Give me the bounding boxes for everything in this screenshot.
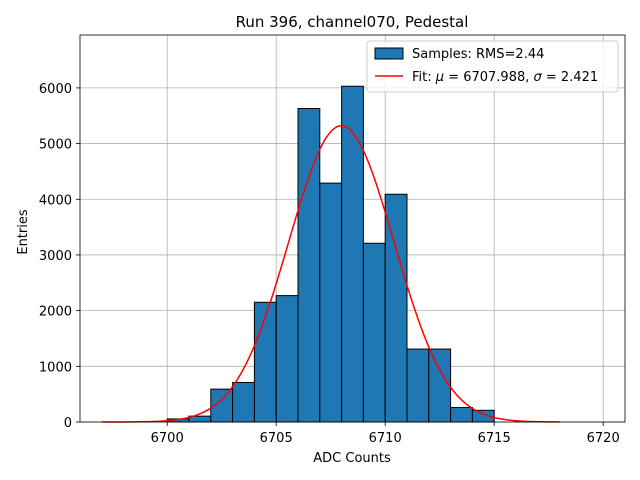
histogram-bar bbox=[450, 407, 473, 423]
legend-fit-label: Fit: μ = 6707.988, σ = 2.421 bbox=[412, 70, 598, 85]
histogram-bar bbox=[275, 295, 299, 423]
plot-frame bbox=[79, 34, 626, 423]
legend: Samples: RMS=2.44 Fit: μ = 6707.988, σ =… bbox=[366, 40, 619, 93]
y-axis-label: Entries bbox=[16, 209, 31, 255]
y-tick-label: 6000 bbox=[39, 82, 72, 97]
legend-samples-swatch bbox=[374, 47, 404, 60]
y-tick-label: 0 bbox=[64, 416, 72, 431]
y-tick-label: 4000 bbox=[39, 193, 72, 208]
histogram-bar bbox=[406, 348, 430, 423]
x-tick-label: 6710 bbox=[369, 431, 402, 446]
legend-samples-label: Samples: RMS=2.44 bbox=[412, 47, 544, 62]
histogram-bar bbox=[428, 348, 452, 423]
x-tick-label: 6705 bbox=[260, 431, 293, 446]
legend-box bbox=[366, 40, 619, 93]
histogram-bar bbox=[341, 85, 364, 423]
histogram-bar bbox=[319, 182, 343, 423]
x-tick-label: 6700 bbox=[151, 431, 184, 446]
gaussian-fit-curve bbox=[101, 125, 560, 423]
chart-title: Run 396, channel070, Pedestal bbox=[236, 13, 469, 31]
histogram-bar bbox=[362, 242, 386, 423]
x-axis-label: ADC Counts bbox=[313, 451, 391, 466]
x-tick-label: 6720 bbox=[587, 431, 620, 446]
y-tick-label: 2000 bbox=[39, 305, 72, 320]
x-tick-label: 6715 bbox=[478, 431, 511, 446]
histogram-bars bbox=[166, 85, 495, 423]
histogram-bar bbox=[232, 381, 255, 423]
y-tick-label: 5000 bbox=[39, 138, 72, 153]
x-axis-ticks: 6700 6705 6710 6715 6720 bbox=[151, 422, 620, 446]
y-axis-ticks: 0 1000 2000 3000 4000 5000 6000 bbox=[39, 82, 80, 431]
histogram-bar bbox=[384, 193, 408, 423]
y-tick-label: 3000 bbox=[39, 249, 72, 264]
histogram-bar bbox=[253, 301, 277, 423]
y-tick-label: 1000 bbox=[39, 360, 72, 375]
